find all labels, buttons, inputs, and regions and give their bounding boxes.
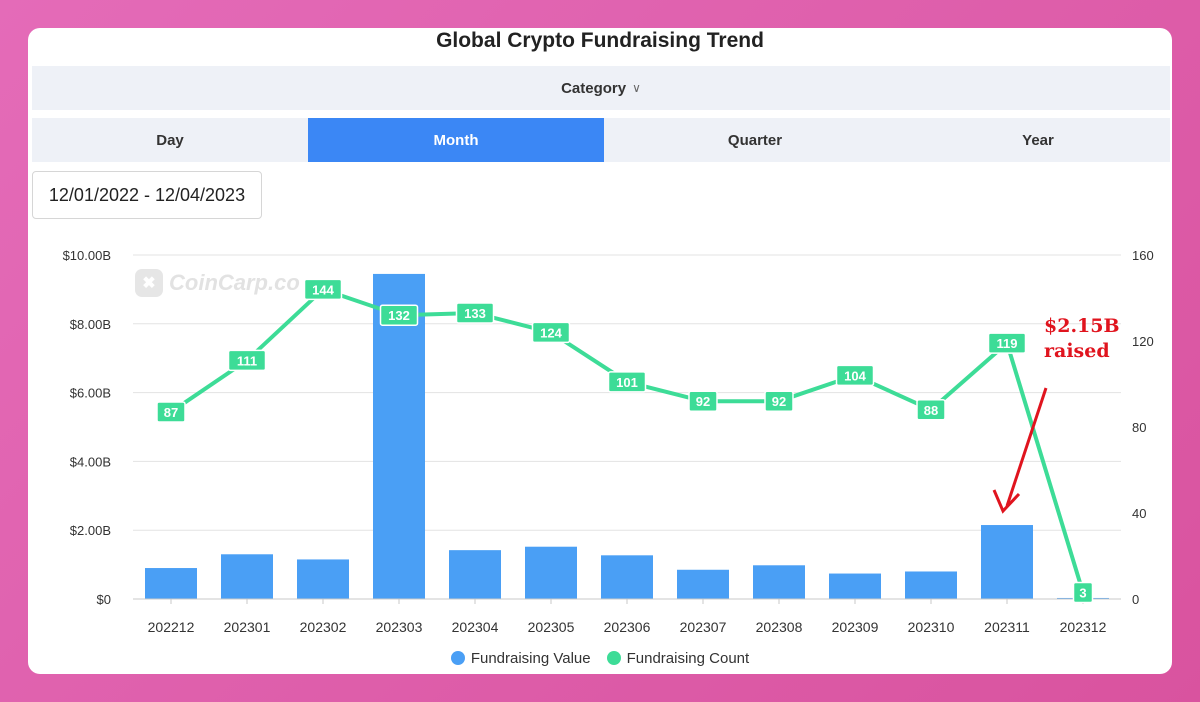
y-right-tick-label: 0: [1132, 592, 1139, 607]
data-point: [455, 302, 495, 324]
y-right-tick-label: 40: [1132, 506, 1146, 521]
data-label: 104: [844, 368, 866, 383]
bar: [145, 568, 197, 599]
data-label: 144: [312, 282, 334, 297]
x-tick-label: 202303: [376, 619, 423, 635]
data-label: 133: [464, 306, 486, 321]
watermark-text: CoinCarp.co: [169, 270, 300, 295]
y-left-tick-label: $8.00B: [70, 317, 111, 332]
legend-value-label: Fundraising Value: [470, 649, 591, 667]
coincarp-logo-icon: ✖: [135, 269, 163, 297]
legend-value-swatch: [450, 651, 465, 665]
x-tick-label: 202306: [604, 619, 651, 635]
data-label: 92: [696, 394, 710, 409]
annotation-amount: $2.15B: [1044, 315, 1120, 337]
annotation-text: raised: [1044, 340, 1110, 362]
data-point: [764, 390, 794, 412]
x-tick-label: 202302: [300, 619, 347, 635]
bar: [373, 273, 425, 599]
x-tick-label: 202304: [452, 619, 499, 635]
legend-item-count[interactable]: Fundraising Count: [606, 649, 750, 667]
y-left-tick-label: $0: [97, 592, 111, 607]
bar: [449, 550, 501, 599]
category-label: Category: [561, 79, 627, 97]
legend-count-label: Fundraising Count: [626, 649, 750, 667]
data-point: [1072, 581, 1094, 604]
data-point: [607, 371, 647, 393]
x-tick-label: 202311: [984, 619, 1030, 635]
bar: [829, 573, 881, 599]
watermark: ✖ CoinCarp.co: [135, 268, 300, 298]
chart-plot: $0 $2.00B $4.00B $6.00B $8.00B $10.00B 0 40 80 12…: [63, 248, 1154, 635]
x-tick-label: 202310: [908, 619, 955, 635]
tab-month[interactable]: Month: [308, 118, 604, 162]
x-tick-label: 202309: [832, 619, 879, 635]
bar: [601, 555, 653, 599]
tab-day[interactable]: Day: [32, 118, 308, 162]
y-left-tick-label: $6.00B: [70, 386, 111, 401]
data-point: [916, 399, 946, 421]
x-tick-label: 202301: [224, 619, 271, 635]
tab-month-label: Month: [433, 131, 479, 149]
bar: [677, 569, 729, 599]
tab-year-label: Year: [1022, 131, 1054, 149]
bar: [753, 565, 805, 599]
chevron-down-icon: ∨: [632, 81, 641, 95]
period-tabs: Day Month Quarter Year: [32, 118, 1170, 162]
bar: [297, 559, 349, 599]
x-tick-label: 202307: [680, 619, 727, 635]
y-left-tick-label: $4.00B: [70, 454, 111, 469]
data-point: [531, 321, 571, 344]
y-right-tick-label: 80: [1132, 420, 1146, 435]
tab-quarter-label: Quarter: [727, 131, 783, 149]
data-point: [156, 401, 186, 423]
data-label: 88: [924, 403, 938, 418]
annotation-arrow-shaft: [1005, 387, 1048, 507]
tab-quarter[interactable]: Quarter: [604, 118, 906, 162]
bar: [221, 554, 273, 599]
date-range-picker[interactable]: 12/01/2022 - 12/04/2023: [32, 171, 262, 219]
x-tick-label: 202305: [528, 619, 575, 635]
count-line: [169, 287, 1085, 594]
y-right-tick-label: 120: [1132, 334, 1154, 349]
data-point: [835, 364, 875, 387]
chart-legend: Fundraising Value Fundraising Count: [28, 646, 1172, 670]
data-point: [379, 304, 419, 326]
data-point: [227, 349, 267, 372]
data-label: 124: [540, 325, 562, 340]
tab-year[interactable]: Year: [906, 118, 1170, 162]
data-label: 111: [237, 353, 257, 368]
annotation-arrow-head: [992, 489, 1021, 514]
data-label: 101: [616, 375, 638, 390]
tab-day-label: Day: [156, 131, 184, 149]
data-point: [688, 390, 718, 412]
data-label: 119: [997, 336, 1018, 351]
data-label: 87: [164, 405, 178, 420]
chart-title: Global Crypto Fundraising Trend: [436, 29, 764, 52]
bar: [981, 525, 1033, 599]
data-label: 3: [1079, 586, 1086, 601]
data-point: [987, 332, 1027, 354]
x-tick-label: 202312: [1060, 619, 1107, 635]
y-left-tick-label: $10.00B: [63, 248, 111, 263]
x-tick-label: 202212: [148, 619, 195, 635]
y-left-tick-label: $2.00B: [70, 523, 111, 538]
chart-card: Global Crypto Fundraising Trend Category…: [28, 28, 1172, 674]
data-point: [303, 278, 343, 301]
data-label: 132: [388, 308, 410, 323]
legend-item-value[interactable]: Fundraising Value: [450, 649, 591, 667]
y-right-tick-label: 160: [1132, 248, 1154, 263]
data-label: 92: [772, 394, 786, 409]
x-tick-label: 202308: [756, 619, 803, 635]
legend-count-swatch: [606, 651, 621, 665]
bar: [525, 546, 577, 599]
annotation: $2.15B raised: [1044, 314, 1120, 364]
bar: [905, 571, 957, 599]
category-dropdown[interactable]: Category ∨: [32, 66, 1170, 110]
